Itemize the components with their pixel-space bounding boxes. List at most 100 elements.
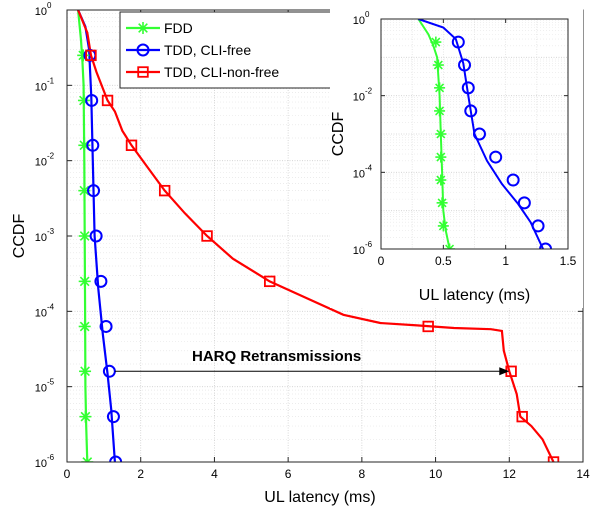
y-tick-label: 10-5 [35, 378, 55, 395]
data-point-1 [87, 184, 101, 198]
legend-marker-2 [137, 66, 149, 78]
y-tick-base: 10 [35, 81, 47, 93]
inset-x-tick-label: 0 [378, 254, 385, 268]
inset-data-point-0 [435, 128, 447, 140]
inset-data-point-0 [435, 174, 447, 186]
data-point-1 [85, 93, 99, 107]
x-tick-label: 4 [211, 467, 218, 481]
data-point-0-stroke [79, 321, 90, 332]
y-tick-base: 10 [35, 157, 47, 169]
y-tick-label: 10-3 [35, 227, 55, 244]
inset-y-tick-label: 10-6 [353, 240, 373, 257]
y-tick-base: 10 [35, 458, 47, 470]
inset-data-point-0-stroke [431, 37, 441, 47]
y-tick-label: 100 [35, 1, 52, 18]
inset-y-tick-exponent: -2 [365, 87, 373, 96]
inset-data-point-1 [517, 196, 531, 210]
inset-data-point-0 [436, 197, 448, 209]
data-point-1 [106, 410, 120, 424]
data-point-2 [85, 49, 97, 62]
y-axis-label: CCDF [11, 214, 28, 259]
data-point-0 [79, 410, 92, 423]
inset-data-point-1 [461, 81, 475, 95]
data-point-1 [109, 455, 123, 462]
inset-y-tick-label: 10-2 [353, 87, 373, 104]
inset-data-point-0-stroke [436, 175, 446, 185]
y-tick-label: 10-6 [35, 453, 55, 470]
annotation-text: HARQ Retransmissions [192, 348, 361, 365]
y-tick-base: 10 [35, 307, 47, 319]
inset-y-tick-base: 10 [353, 245, 365, 257]
data-point-0-stroke [82, 457, 89, 462]
legend-label-2: TDD, CLI-non-free [164, 64, 279, 80]
inset-data-point-0 [434, 105, 446, 117]
series-line-0 [77, 10, 89, 462]
inset-y-tick-exponent: -6 [365, 240, 373, 249]
data-point-1 [102, 364, 116, 378]
inset-x-tick-label: 1.5 [560, 254, 577, 268]
x-tick-label: 6 [285, 467, 292, 481]
inset-data-point-0-stroke [436, 129, 446, 139]
data-point-0-stroke [79, 231, 90, 241]
inset-data-point-1 [464, 104, 478, 118]
data-point-1 [86, 138, 100, 152]
inset-data-point-1 [472, 127, 486, 141]
inset-data-point-0-stroke [435, 106, 445, 116]
inset-data-point-0-stroke [437, 198, 447, 208]
inset-data-point-0 [430, 36, 442, 48]
data-point-2 [264, 275, 276, 288]
legend-label-0: FDD [164, 20, 193, 36]
data-point-0 [78, 275, 91, 288]
inset-series [417, 19, 553, 249]
main-series [77, 10, 560, 462]
inset-data-point-0 [434, 82, 446, 94]
data-point-2 [547, 456, 560, 462]
data-point-2 [125, 139, 138, 151]
inset-data-point-0-stroke [435, 83, 445, 93]
annotation-arrowhead [499, 367, 510, 376]
inset-data-point-0-stroke [445, 244, 451, 249]
data-point-2 [516, 410, 528, 423]
y-tick-label: 10-1 [35, 76, 55, 93]
inset-y-axis-label: CCDF [330, 112, 347, 157]
inset-data-point-0 [437, 220, 449, 232]
data-point-0 [81, 456, 94, 462]
x-tick-label: 14 [576, 467, 590, 481]
legend-marker-1 [136, 43, 150, 57]
y-tick-exponent: -6 [47, 453, 55, 462]
data-point-2 [158, 184, 171, 197]
inset-y-tick-exponent: 0 [365, 10, 370, 19]
inset-data-point-0-stroke [448, 244, 455, 249]
data-point-0 [78, 230, 91, 242]
x-tick-label: 2 [137, 467, 144, 481]
y-tick-exponent: -3 [47, 227, 55, 236]
y-tick-exponent: -2 [47, 152, 55, 161]
data-point-0-stroke [79, 185, 90, 196]
inset-data-point-0-stroke [438, 221, 448, 231]
data-point-0-stroke [80, 411, 91, 422]
y-tick-base: 10 [35, 232, 47, 244]
data-point-0 [78, 320, 91, 333]
inset-data-point-1 [451, 35, 465, 49]
inset-background [330, 8, 583, 308]
data-point-1 [89, 229, 103, 243]
y-tick-label: 10-4 [35, 302, 55, 319]
legend: FDD TDD, CLI-free TDD, CLI-non-free [119, 11, 332, 89]
inset-x-axis-label: UL latency (ms) [419, 287, 530, 304]
y-tick-exponent: -4 [47, 302, 55, 311]
y-tick-base: 10 [35, 383, 47, 395]
inset-x-tick-label: 0.5 [435, 254, 452, 268]
inset-data-point-1 [458, 58, 472, 72]
inset-data-point-1 [489, 150, 503, 164]
data-point-2 [101, 94, 114, 107]
inset-y-tick-base: 10 [353, 92, 365, 104]
legend-marker-0-stroke [138, 23, 148, 33]
data-point-2 [201, 230, 213, 242]
data-point-1 [94, 274, 108, 288]
y-tick-base: 10 [35, 6, 47, 18]
inset-y-tick-base: 10 [353, 15, 365, 27]
data-point-0-stroke [86, 457, 93, 462]
inset-data-point-1 [531, 219, 545, 233]
